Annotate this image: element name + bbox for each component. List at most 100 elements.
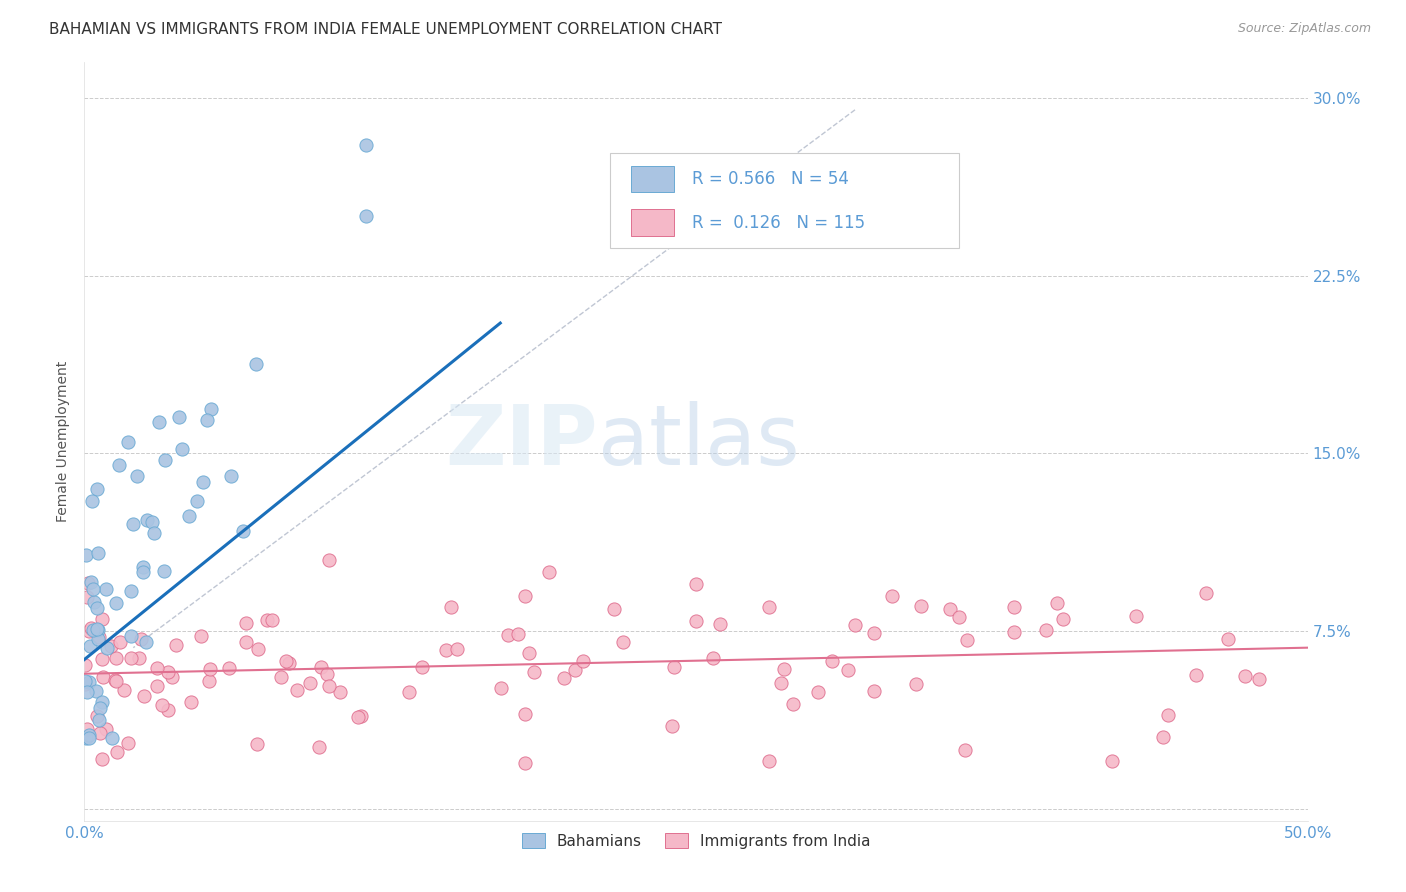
Point: [108, 634, 131, 648]
Point: [1101, 755, 1123, 769]
Point: [517, 646, 540, 660]
Point: [180, 695, 202, 709]
Point: [863, 626, 886, 640]
Point: [165, 638, 187, 652]
Point: [94, 582, 117, 596]
Point: [235, 635, 257, 649]
Point: [105, 596, 128, 610]
FancyBboxPatch shape: [631, 166, 673, 193]
Point: [96, 641, 118, 656]
FancyBboxPatch shape: [610, 153, 959, 248]
Point: [770, 676, 793, 690]
Point: [219, 469, 242, 483]
Point: [94, 723, 117, 737]
Point: [86, 708, 108, 723]
Point: [262, 613, 284, 627]
Point: [844, 618, 866, 632]
Point: [662, 660, 685, 674]
Point: [120, 650, 142, 665]
Point: [75, 677, 97, 691]
Point: [157, 703, 180, 717]
Point: [863, 684, 886, 698]
Point: [117, 434, 139, 449]
Point: [247, 641, 270, 656]
Point: [76, 590, 98, 604]
Point: [167, 409, 190, 424]
Point: [398, 684, 420, 698]
Point: [82, 582, 104, 597]
Point: [86, 601, 108, 615]
Point: [1195, 586, 1218, 600]
Point: [87, 630, 110, 644]
Y-axis label: Female Unemployment: Female Unemployment: [56, 361, 70, 522]
Point: [131, 565, 153, 579]
Point: [104, 651, 127, 665]
Point: [83, 595, 105, 609]
Point: [440, 599, 463, 614]
Point: [1002, 625, 1025, 640]
Point: [274, 654, 297, 668]
Point: [496, 627, 519, 641]
Point: [489, 681, 512, 695]
Point: [195, 413, 218, 427]
Point: [112, 682, 135, 697]
Point: [350, 709, 373, 723]
Point: [758, 755, 780, 769]
Point: [77, 674, 100, 689]
Point: [1002, 600, 1025, 615]
Point: [538, 565, 561, 579]
Point: [75, 548, 97, 562]
Point: [346, 710, 368, 724]
Point: [79, 727, 101, 741]
Point: [80, 621, 103, 635]
Point: [880, 589, 903, 603]
Point: [91, 612, 114, 626]
Point: [446, 642, 468, 657]
Point: [91, 695, 114, 709]
Point: [84, 684, 107, 698]
Point: [513, 706, 536, 721]
Point: [89, 725, 111, 739]
Point: [131, 632, 153, 647]
Point: [246, 737, 269, 751]
Point: [191, 475, 214, 490]
Point: [1247, 672, 1270, 686]
Point: [77, 731, 100, 745]
Point: [513, 756, 536, 771]
Point: [318, 679, 340, 693]
Point: [953, 742, 976, 756]
Point: [146, 679, 169, 693]
Point: [318, 553, 340, 567]
Point: [86, 546, 108, 560]
Point: [685, 576, 707, 591]
Point: [661, 719, 683, 733]
Point: [86, 482, 108, 496]
Text: BAHAMIAN VS IMMIGRANTS FROM INDIA FEMALE UNEMPLOYMENT CORRELATION CHART: BAHAMIAN VS IMMIGRANTS FROM INDIA FEMALE…: [49, 22, 723, 37]
Point: [245, 358, 267, 372]
Point: [278, 657, 301, 671]
Point: [120, 629, 142, 643]
Point: [105, 673, 128, 688]
Point: [172, 442, 194, 456]
Point: [186, 493, 208, 508]
Point: [80, 575, 103, 590]
Point: [1152, 730, 1174, 744]
Point: [235, 615, 257, 630]
Point: [270, 670, 292, 684]
Point: [91, 752, 114, 766]
Point: [82, 623, 104, 637]
Point: [564, 663, 586, 677]
Point: [76, 685, 98, 699]
Point: [232, 524, 254, 539]
Point: [125, 469, 148, 483]
Point: [107, 458, 129, 473]
Point: [153, 564, 176, 578]
Point: [354, 209, 377, 223]
Point: [702, 651, 724, 665]
Point: [956, 632, 979, 647]
Point: [132, 560, 155, 574]
Point: [1234, 669, 1257, 683]
Point: [299, 676, 322, 690]
Point: [87, 623, 110, 637]
Point: [308, 739, 330, 754]
